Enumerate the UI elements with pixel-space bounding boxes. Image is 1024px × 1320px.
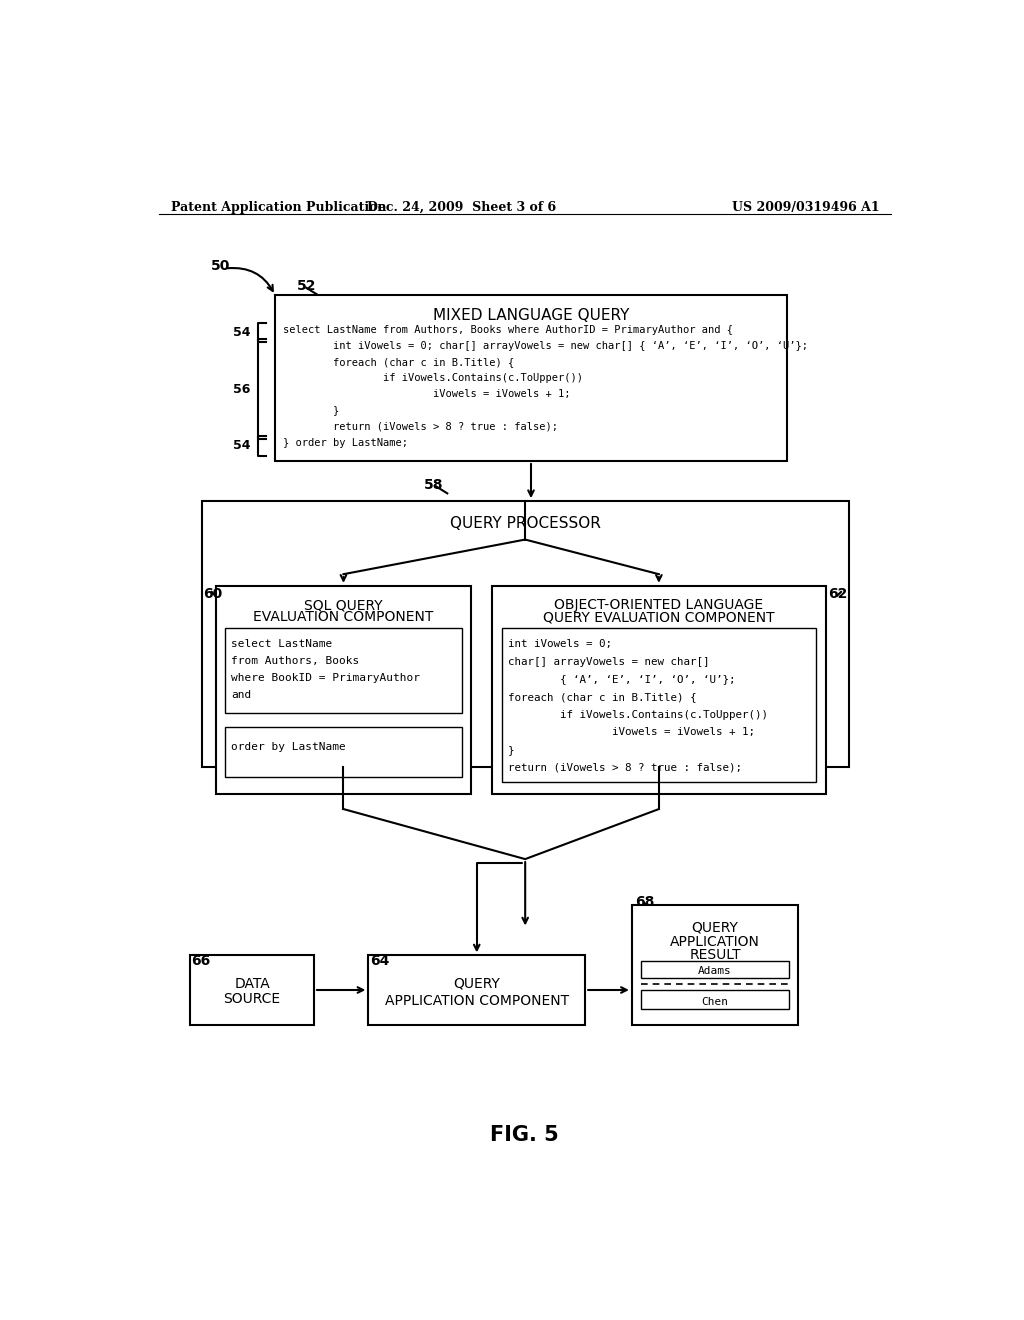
Text: Dec. 24, 2009  Sheet 3 of 6: Dec. 24, 2009 Sheet 3 of 6	[367, 201, 556, 214]
Text: } order by LastName;: } order by LastName;	[283, 438, 408, 447]
Text: return (iVowels > 8 ? true : false);: return (iVowels > 8 ? true : false);	[508, 763, 741, 772]
Text: return (iVowels > 8 ? true : false);: return (iVowels > 8 ? true : false);	[283, 422, 558, 432]
Text: 66: 66	[191, 954, 211, 968]
Text: iVowels = iVowels + 1;: iVowels = iVowels + 1;	[508, 727, 755, 738]
Text: Chen: Chen	[701, 997, 728, 1007]
Text: 62: 62	[827, 587, 847, 602]
Text: char[] arrayVowels = new char[]: char[] arrayVowels = new char[]	[508, 656, 710, 667]
Text: APPLICATION: APPLICATION	[670, 935, 760, 949]
Text: QUERY: QUERY	[454, 977, 500, 991]
Text: 50: 50	[211, 259, 230, 272]
Text: Adams: Adams	[698, 966, 732, 975]
Text: where BookID = PrimaryAuthor: where BookID = PrimaryAuthor	[231, 673, 420, 682]
Text: foreach (char c in B.Title) {: foreach (char c in B.Title) {	[283, 358, 514, 367]
Bar	[225, 628, 462, 713]
Text: MIXED LANGUAGE QUERY: MIXED LANGUAGE QUERY	[433, 308, 629, 323]
Text: from Authors, Books: from Authors, Books	[231, 656, 359, 665]
Text: if iVowels.Contains(c.ToUpper()): if iVowels.Contains(c.ToUpper())	[283, 374, 583, 383]
Text: 54: 54	[232, 440, 251, 453]
Text: 54: 54	[232, 326, 251, 339]
Bar	[369, 956, 586, 1024]
Text: 52: 52	[297, 280, 316, 293]
Text: and: and	[231, 689, 251, 700]
Text: Patent Application Publication: Patent Application Publication	[171, 201, 386, 214]
Text: iVowels = iVowels + 1;: iVowels = iVowels + 1;	[283, 389, 570, 400]
Text: SQL QUERY: SQL QUERY	[304, 598, 383, 612]
Text: 58: 58	[424, 478, 443, 492]
Text: 60: 60	[203, 587, 222, 602]
Bar	[502, 628, 816, 781]
Bar	[275, 296, 786, 461]
Bar	[493, 586, 825, 793]
Bar	[641, 990, 790, 1010]
Text: SOURCE: SOURCE	[223, 993, 281, 1006]
Text: { ‘A’, ‘E’, ‘I’, ‘O’, ‘U’};: { ‘A’, ‘E’, ‘I’, ‘O’, ‘U’};	[508, 675, 735, 684]
Text: EVALUATION COMPONENT: EVALUATION COMPONENT	[253, 610, 433, 624]
Text: QUERY: QUERY	[691, 921, 738, 935]
Text: int iVowels = 0;: int iVowels = 0;	[508, 639, 611, 649]
Text: OBJECT-ORIENTED LANGUAGE: OBJECT-ORIENTED LANGUAGE	[554, 598, 764, 612]
Text: }: }	[283, 405, 339, 416]
Text: foreach (char c in B.Title) {: foreach (char c in B.Title) {	[508, 692, 696, 702]
Text: RESULT: RESULT	[689, 949, 741, 962]
Bar	[190, 956, 314, 1024]
Text: 56: 56	[233, 383, 251, 396]
Bar	[202, 502, 849, 767]
Text: 68: 68	[635, 895, 654, 909]
Text: if iVowels.Contains(c.ToUpper()): if iVowels.Contains(c.ToUpper())	[508, 710, 768, 719]
Bar	[641, 961, 790, 978]
Bar	[225, 726, 462, 776]
Text: DATA: DATA	[234, 977, 270, 991]
Bar	[632, 906, 799, 1024]
Text: FIG. 5: FIG. 5	[490, 1125, 559, 1144]
Text: QUERY PROCESSOR: QUERY PROCESSOR	[450, 516, 601, 532]
Text: order by LastName: order by LastName	[231, 742, 346, 752]
Text: int iVowels = 0; char[] arrayVowels = new char[] { ‘A’, ‘E’, ‘I’, ‘O’, ‘U’};: int iVowels = 0; char[] arrayVowels = ne…	[283, 341, 808, 351]
Text: QUERY EVALUATION COMPONENT: QUERY EVALUATION COMPONENT	[543, 610, 775, 624]
Text: select LastName: select LastName	[231, 639, 333, 649]
Text: APPLICATION COMPONENT: APPLICATION COMPONENT	[385, 994, 568, 1008]
Bar	[216, 586, 471, 793]
Text: US 2009/0319496 A1: US 2009/0319496 A1	[732, 201, 880, 214]
Text: select LastName from Authors, Books where AuthorID = PrimaryAuthor and {: select LastName from Authors, Books wher…	[283, 325, 733, 335]
Text: }: }	[508, 744, 514, 755]
Text: 64: 64	[370, 954, 389, 968]
